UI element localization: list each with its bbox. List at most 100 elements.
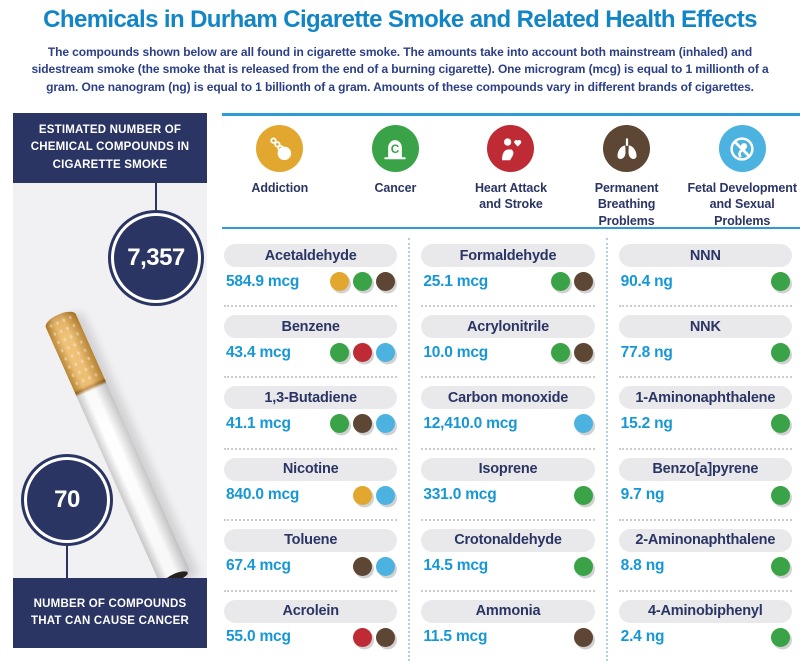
chemical-amount: 77.8 ng <box>620 343 673 361</box>
chemical-card: Crotonaldehyde 14.5 mcg <box>421 521 595 592</box>
amount-row: 10.0 mcg <box>421 343 594 363</box>
chemical-name-pill: 1,3-Butadiene <box>224 386 398 410</box>
chemical-amount: 41.1 mcg <box>226 414 291 432</box>
effect-dots <box>770 556 790 576</box>
effect-dot-breathing <box>573 627 593 647</box>
amount-row: 840.0 mcg <box>224 485 397 505</box>
legend-label-breathing: Permanent Breathing Problems <box>594 181 659 228</box>
chemical-name-pill: Acrolein <box>224 599 398 623</box>
legend-label-cancer: Cancer <box>374 181 417 195</box>
effect-dot-addiction <box>353 485 373 505</box>
chemical-name-pill: 1-Aminonaphthalene <box>618 386 792 410</box>
chemical-name-pill: Isoprene <box>421 457 595 481</box>
chemical-card: 4-Aminobiphenyl 2.4 ng <box>618 592 792 661</box>
effect-dots <box>330 414 396 434</box>
amount-row: 55.0 mcg <box>224 627 397 647</box>
cancer-tombstone-icon: C <box>371 125 419 172</box>
effect-dots <box>353 485 396 505</box>
chemical-name-pill: Crotonaldehyde <box>421 528 595 552</box>
effect-dots <box>770 343 790 363</box>
chemical-name-pill: Acetaldehyde <box>224 244 398 267</box>
carcinogen-compounds-box: NUMBER OF COMPOUNDS THAT CAN CAUSE CANCE… <box>13 578 207 648</box>
effect-dots <box>573 485 593 505</box>
page-title: Chemicals in Durham Cigarette Smoke and … <box>43 6 757 33</box>
effect-dots <box>573 414 593 434</box>
chemical-card: NNN 90.4 ng <box>618 236 792 308</box>
effect-dots <box>353 556 396 576</box>
effect-dot-cancer <box>770 414 790 434</box>
chemical-amount: 11.5 mcg <box>423 628 488 646</box>
chemical-name-pill: Toluene <box>224 528 398 552</box>
effect-dot-cancer <box>550 272 570 291</box>
effect-dot-cancer <box>770 343 790 363</box>
legend-item-breathing: Permanent Breathing Problems <box>569 116 685 228</box>
chemical-card: Carbon monoxide 12,410.0 mcg <box>421 378 595 450</box>
amount-row: 584.9 mcg <box>224 272 397 291</box>
effect-dots <box>330 272 396 291</box>
effect-dot-cancer <box>573 485 593 505</box>
chemical-amount: 2.4 ng <box>620 628 665 646</box>
effect-dot-cancer <box>573 556 593 576</box>
crossed-fetus-icon <box>718 125 766 172</box>
effect-dots <box>353 627 396 647</box>
amount-row: 41.1 mcg <box>224 414 397 434</box>
chemical-card: Formaldehyde 25.1 mcg <box>421 236 595 308</box>
effect-dot-fetal <box>376 485 396 505</box>
chemical-name-pill: Nicotine <box>224 457 398 481</box>
carcinogen-count-circle: 70 <box>24 457 110 543</box>
chemical-name-pill: NNN <box>618 244 792 267</box>
amount-row: 14.5 mcg <box>421 556 594 576</box>
effect-dots <box>573 627 593 647</box>
legend-item-heart: Heart Attack and Stroke <box>453 116 569 227</box>
chemical-amount: 584.9 mcg <box>226 272 300 290</box>
effect-dots <box>573 556 593 576</box>
effect-dot-addiction <box>330 272 350 291</box>
chemical-amount: 9.7 ng <box>620 486 665 504</box>
amount-row: 11.5 mcg <box>421 627 594 647</box>
amount-row: 43.4 mcg <box>224 343 397 363</box>
ball-and-chain-addiction-icon <box>256 125 304 172</box>
chemical-card: Acrolein 55.0 mcg <box>224 592 398 661</box>
chemical-name-pill: Ammonia <box>421 599 595 623</box>
effect-dots <box>330 343 396 363</box>
chemical-amount: 25.1 mcg <box>423 272 489 290</box>
chemical-amount: 90.4 ng <box>620 272 673 290</box>
amount-row: 331.0 mcg <box>421 485 594 505</box>
chemical-amount: 15.2 ng <box>620 414 673 432</box>
legend-item-fetal: Fetal Development and Sexual Problems <box>684 116 800 228</box>
chemical-column-3: NNN 90.4 ng NNK 77.8 ng 1-Aminonaphthalene 15… <box>617 232 794 661</box>
legend-item-cancer: C Cancer <box>338 116 454 227</box>
chemical-name-pill: Benzo[a]pyrene <box>618 457 792 481</box>
amount-row: 15.2 ng <box>619 414 792 434</box>
chemical-amount: 43.4 mcg <box>226 343 291 361</box>
estimated-compounds-box: ESTIMATED NUMBER OF CHEMICAL COMPOUNDS I… <box>13 113 207 183</box>
chemical-card: Nicotine 840.0 mcg <box>224 450 398 521</box>
heart-attack-icon <box>487 125 535 172</box>
legend-item-addiction: Addiction <box>222 116 338 227</box>
chemical-amount: 840.0 mcg <box>226 486 300 504</box>
effect-dots <box>770 272 790 291</box>
chemical-name-pill: Acrylonitrile <box>421 315 595 339</box>
chemical-amount: 14.5 mcg <box>423 557 489 575</box>
effect-dots <box>770 485 790 505</box>
chemical-card: 1-Aminonaphthalene 15.2 ng <box>618 378 792 450</box>
effect-dot-cancer <box>330 343 350 363</box>
effect-dot-heart <box>353 343 373 363</box>
effect-dot-cancer <box>330 414 350 434</box>
amount-row: 77.8 ng <box>619 343 792 363</box>
connector-line-top <box>155 183 157 213</box>
chemical-card: 2-Aminonaphthalene 8.8 ng <box>618 521 792 592</box>
chemical-name-pill: Carbon monoxide <box>421 386 595 410</box>
chemical-column-1: Acetaldehyde 584.9 mcg Benzene 43.4 mcg 1,3-… <box>222 232 399 661</box>
amount-row: 2.4 ng <box>619 627 792 647</box>
effect-dots <box>770 627 790 647</box>
amount-row: 8.8 ng <box>619 556 792 576</box>
effect-dot-cancer <box>770 556 790 576</box>
chemical-name-pill: NNK <box>618 315 792 339</box>
chemical-amount: 8.8 ng <box>620 557 665 575</box>
cigarette-filter-texture <box>46 311 102 390</box>
effect-dot-breathing <box>353 556 373 576</box>
chemical-card: Benzene 43.4 mcg <box>224 307 398 379</box>
chemical-card: Acetaldehyde 584.9 mcg <box>224 236 398 308</box>
